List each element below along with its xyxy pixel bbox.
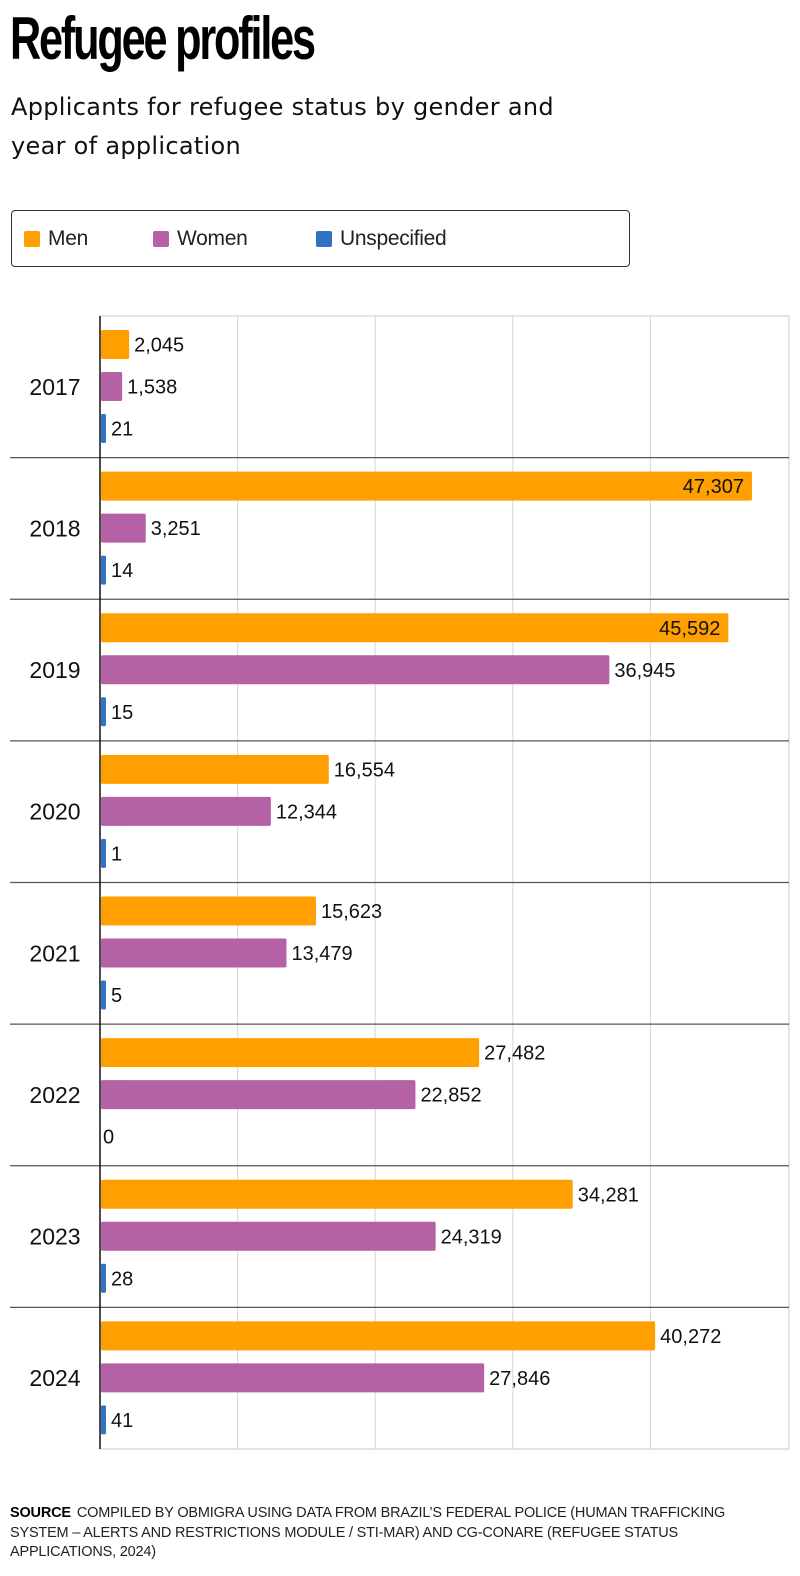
data-label: 27,482: [484, 1043, 545, 1065]
source-text: COMPILED BY OBMIGRA USING DATA FROM BRAZ…: [10, 1505, 726, 1560]
data-label: 2,045: [134, 335, 184, 357]
legend-label: Women: [177, 227, 248, 250]
legend-item-unspecified: Unspecified: [316, 227, 447, 251]
bar-women: [101, 1080, 416, 1110]
data-label: 0: [103, 1127, 114, 1149]
data-label: 5: [111, 985, 122, 1007]
bar-unspecified: [101, 1405, 106, 1435]
bar-unspecified: [101, 838, 106, 868]
bar-chart: 2017 2,045 1,538 21 2018 47,307 3,251 14 2019 45,…: [10, 315, 790, 1450]
bar-women: [101, 938, 287, 968]
data-label: 14: [111, 560, 133, 582]
data-label: 3,251: [151, 518, 201, 540]
bar-unspecified: [101, 414, 106, 443]
bar-unspecified: [101, 697, 106, 727]
data-label: 24,319: [441, 1226, 502, 1248]
data-label: 45,592: [659, 618, 720, 640]
data-label: 36,945: [614, 660, 675, 682]
category-label: 2022: [29, 1082, 80, 1108]
legend-label: Men: [48, 227, 88, 250]
bar-men: [101, 330, 130, 359]
bar-unspecified: [101, 1263, 106, 1293]
category-label: 2021: [29, 940, 80, 966]
data-label: 47,307: [683, 476, 744, 498]
data-label: 34,281: [578, 1184, 639, 1206]
category-label: 2020: [29, 799, 80, 825]
legend-swatch-unspecified: [316, 231, 332, 247]
data-label: 41: [111, 1410, 133, 1432]
category-label: 2018: [29, 515, 80, 541]
data-label: 15,623: [321, 901, 382, 923]
data-label: 40,272: [660, 1326, 721, 1348]
bar-women: [101, 655, 610, 685]
legend-item-men: Men: [24, 227, 88, 251]
data-label: 1,538: [127, 377, 177, 399]
bar-women: [101, 1363, 485, 1393]
category-label: 2019: [29, 657, 80, 683]
bar-men: [101, 896, 316, 926]
chart-title: Refugee profiles: [10, 5, 316, 72]
legend-label: Unspecified: [340, 227, 447, 250]
data-label: 28: [111, 1268, 133, 1290]
data-label: 15: [111, 702, 133, 724]
data-label: 22,852: [420, 1085, 481, 1107]
bar-men: [101, 1038, 480, 1068]
bar-men: [101, 471, 752, 501]
legend-swatch-men: [24, 231, 40, 247]
bar-men: [101, 754, 329, 784]
source-label: SOURCE: [10, 1505, 71, 1521]
bar-women: [101, 1221, 436, 1251]
category-label: 2023: [29, 1224, 80, 1250]
chart-subtitle: Applicants for refugee status by gender …: [11, 93, 554, 160]
bar-women: [101, 513, 146, 543]
data-label: 12,344: [276, 801, 337, 823]
data-label: 13,479: [291, 943, 352, 965]
category-label: 2017: [29, 374, 80, 400]
bar-unspecified: [101, 555, 106, 585]
legend-swatch-women: [153, 231, 169, 247]
data-label: 1: [111, 843, 122, 865]
bar-men: [101, 613, 729, 643]
legend-item-women: Women: [153, 227, 248, 251]
data-label: 16,554: [334, 759, 395, 781]
bar-men: [101, 1321, 656, 1351]
bar-men: [101, 1179, 573, 1209]
bar-women: [101, 796, 271, 826]
data-label: 21: [111, 419, 133, 441]
data-label: 27,846: [489, 1368, 550, 1390]
bar-women: [101, 372, 123, 401]
legend: Men Women Unspecified: [11, 210, 630, 267]
source-note: SOURCE COMPILED BY OBMIGRA USING DATA FRO…: [10, 1504, 730, 1563]
bar-unspecified: [101, 980, 106, 1010]
category-label: 2024: [29, 1365, 80, 1391]
